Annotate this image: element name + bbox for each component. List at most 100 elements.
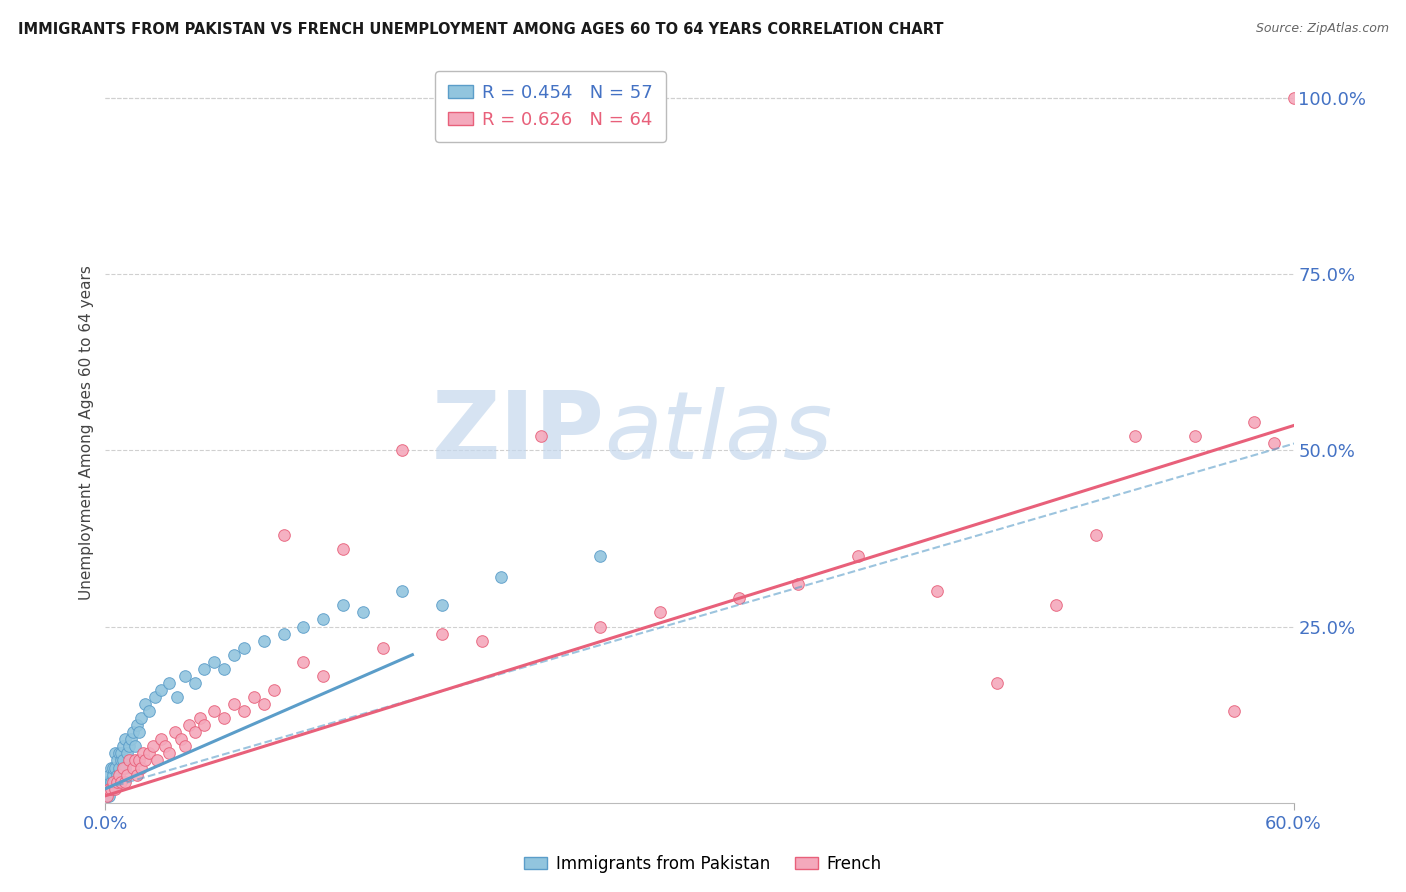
Point	[471, 633, 494, 648]
Point	[173, 669, 195, 683]
Point	[1184, 429, 1206, 443]
Point	[193, 718, 215, 732]
Point	[986, 676, 1008, 690]
Point	[115, 747, 138, 761]
Point	[183, 725, 205, 739]
Point	[430, 626, 453, 640]
Point	[728, 591, 751, 606]
Point	[149, 732, 172, 747]
Point	[925, 584, 948, 599]
Point	[1322, 478, 1344, 492]
Point	[98, 789, 121, 803]
Point	[332, 541, 354, 556]
Text: IMMIGRANTS FROM PAKISTAN VS FRENCH UNEMPLOYMENT AMONG AGES 60 TO 64 YEARS CORREL: IMMIGRANTS FROM PAKISTAN VS FRENCH UNEMP…	[18, 22, 943, 37]
Point	[108, 747, 131, 761]
Point	[103, 760, 125, 774]
Point	[115, 767, 138, 781]
Point	[120, 732, 142, 747]
Point	[110, 774, 132, 789]
Legend: Immigrants from Pakistan, French: Immigrants from Pakistan, French	[517, 848, 889, 880]
Point	[214, 711, 236, 725]
Point	[96, 781, 118, 796]
Point	[391, 443, 413, 458]
Point	[114, 774, 136, 789]
Point	[371, 640, 394, 655]
Point	[1282, 91, 1305, 105]
Point	[183, 676, 205, 690]
Point	[202, 655, 225, 669]
Point	[243, 690, 266, 704]
Point	[108, 767, 131, 781]
Point	[332, 599, 354, 613]
Point	[142, 739, 165, 754]
Point	[104, 774, 127, 789]
Point	[110, 747, 132, 761]
Point	[100, 774, 122, 789]
Point	[263, 683, 285, 698]
Point	[173, 739, 195, 754]
Point	[491, 570, 513, 584]
Point	[253, 633, 276, 648]
Point	[530, 429, 553, 443]
Point	[292, 655, 315, 669]
Point	[273, 626, 295, 640]
Point	[193, 662, 215, 676]
Text: ZIP: ZIP	[432, 386, 605, 479]
Point	[103, 774, 125, 789]
Point	[103, 767, 125, 781]
Point	[589, 619, 612, 633]
Point	[224, 648, 246, 662]
Point	[100, 781, 122, 796]
Point	[134, 754, 156, 768]
Point	[128, 754, 150, 768]
Point	[132, 747, 155, 761]
Point	[100, 760, 122, 774]
Point	[589, 549, 612, 563]
Point	[118, 739, 141, 754]
Point	[129, 711, 152, 725]
Point	[105, 767, 128, 781]
Point	[1263, 436, 1285, 450]
Point	[202, 704, 225, 718]
Point	[124, 739, 146, 754]
Text: atlas: atlas	[605, 387, 832, 478]
Point	[224, 697, 246, 711]
Point	[138, 704, 160, 718]
Point	[118, 754, 141, 768]
Point	[146, 754, 169, 768]
Point	[149, 683, 172, 698]
Point	[105, 754, 128, 768]
Point	[1123, 429, 1146, 443]
Point	[273, 528, 295, 542]
Point	[157, 676, 180, 690]
Point	[114, 760, 136, 774]
Point	[1045, 599, 1067, 613]
Point	[114, 732, 136, 747]
Point	[112, 739, 135, 754]
Point	[1223, 704, 1246, 718]
Point	[312, 669, 335, 683]
Point	[846, 549, 869, 563]
Point	[104, 760, 127, 774]
Point	[108, 760, 131, 774]
Point	[352, 606, 374, 620]
Y-axis label: Unemployment Among Ages 60 to 64 years: Unemployment Among Ages 60 to 64 years	[79, 265, 94, 600]
Point	[98, 774, 121, 789]
Point	[292, 619, 315, 633]
Point	[170, 732, 193, 747]
Point	[648, 606, 671, 620]
Point	[110, 754, 132, 768]
Point	[391, 584, 413, 599]
Text: Source: ZipAtlas.com: Source: ZipAtlas.com	[1256, 22, 1389, 36]
Point	[143, 690, 166, 704]
Point	[112, 760, 135, 774]
Point	[214, 662, 236, 676]
Legend: R = 0.454   N = 57, R = 0.626   N = 64: R = 0.454 N = 57, R = 0.626 N = 64	[436, 71, 665, 142]
Point	[177, 718, 200, 732]
Point	[134, 697, 156, 711]
Point	[104, 781, 127, 796]
Point	[96, 774, 118, 789]
Point	[103, 781, 125, 796]
Point	[787, 577, 810, 591]
Point	[138, 747, 160, 761]
